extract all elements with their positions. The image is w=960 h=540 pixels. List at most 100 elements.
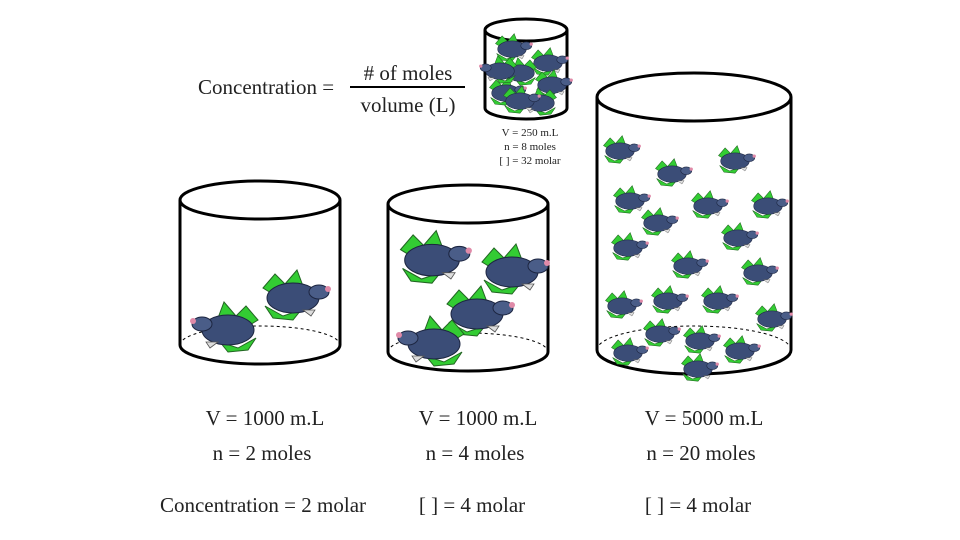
mole-nose [725, 199, 729, 203]
mole-head [308, 284, 330, 300]
mole-claw [744, 357, 753, 362]
right-volume: V = 5000 m.L [645, 406, 764, 430]
mole-claw [626, 312, 635, 317]
mole-head [560, 77, 573, 86]
mole-nose [479, 64, 483, 68]
small-volume: V = 250 m.L [502, 127, 559, 139]
mole-claw [634, 207, 643, 212]
mole-leaf [656, 178, 678, 187]
mole-nose [685, 294, 689, 298]
mole-claw [556, 91, 565, 96]
mole-nose [637, 144, 641, 148]
mole-claw [524, 107, 533, 112]
mole-icon [701, 285, 739, 314]
mole-nose [645, 241, 649, 245]
mole-claw [520, 283, 535, 291]
mole-icon [741, 257, 779, 286]
mole-leaf [402, 268, 442, 284]
mole-head [708, 333, 721, 342]
small-moles: n = 8 moles [504, 141, 556, 153]
mole-nose [757, 344, 761, 348]
middle-concentration: [ ] = 4 molar [419, 493, 525, 517]
mole-nose [715, 362, 719, 366]
mole-leaf [682, 373, 704, 382]
mole-nose [523, 86, 527, 90]
beaker-left [178, 179, 342, 366]
formula-left: Concentration = [198, 75, 334, 99]
mole-icon [503, 85, 541, 114]
mole-icon [611, 232, 649, 261]
right-moles: n = 20 moles [646, 441, 755, 465]
mole-head [191, 316, 213, 332]
mole-icon [613, 185, 651, 214]
mole-claw [772, 212, 781, 217]
mole-nose [775, 266, 779, 270]
mole-head [726, 293, 739, 302]
mole-nose [325, 286, 331, 292]
mole-nose [677, 327, 681, 331]
mole-nose [569, 78, 573, 82]
mole-head [680, 166, 693, 175]
beaker-middle [386, 183, 550, 373]
mole-icon [396, 315, 465, 367]
mole-head [638, 193, 651, 202]
mole-icon [479, 55, 517, 84]
mole-nose [717, 334, 721, 338]
right-concentration: [ ] = 4 molar [645, 493, 751, 517]
mole-head [448, 245, 471, 262]
mole-icon [605, 290, 643, 319]
mole-leaf [684, 345, 706, 354]
small-concentration: [ ] = 32 molar [499, 155, 561, 167]
small-beaker [483, 17, 569, 121]
mole-leaf [604, 155, 626, 164]
middle-volume: V = 1000 m.L [419, 406, 538, 430]
mole-icon [683, 325, 721, 354]
mole-claw [301, 309, 316, 317]
mole-leaf [702, 305, 724, 314]
mole-head [556, 55, 569, 64]
mole-leaf [752, 210, 774, 219]
mole-head [766, 265, 779, 274]
mole-head [780, 311, 793, 320]
mole-head [528, 93, 541, 102]
mole-nose [752, 154, 756, 158]
mole-claw [516, 55, 525, 60]
mole-icon [611, 337, 649, 366]
mole-icon [681, 353, 719, 382]
mole-nose [565, 56, 569, 60]
mole-nose [647, 194, 651, 198]
mole-nose [544, 260, 550, 266]
mole-nose [396, 332, 402, 338]
mole-nose [675, 216, 679, 220]
mole-claw [632, 254, 641, 259]
mole-claw [712, 212, 721, 217]
mole-nose [639, 299, 643, 303]
mole-claw [692, 272, 701, 277]
mole-icon [723, 335, 761, 364]
mole-claw [632, 359, 641, 364]
mole-icon [755, 303, 793, 332]
mole-leaf [652, 305, 674, 314]
mole-nose [190, 318, 196, 324]
mole-icon [262, 269, 331, 321]
mole-head [397, 330, 419, 346]
mole-head [776, 198, 789, 207]
mole-nose [705, 259, 709, 263]
mole-icon [751, 190, 789, 219]
mole-leaf [642, 227, 664, 236]
mole-leaf [692, 210, 714, 219]
mole-nose [529, 42, 533, 46]
mole-leaf [494, 75, 516, 84]
moles [190, 33, 793, 382]
mole-leaf [424, 351, 463, 367]
mole-head [748, 343, 761, 352]
formula-denominator: volume (L) [360, 93, 455, 117]
mole-leaf [483, 279, 522, 295]
mole-head [628, 143, 641, 152]
mole-leaf [742, 277, 764, 286]
mole-icon [481, 243, 550, 295]
mole-nose [509, 302, 515, 308]
left-volume: V = 1000 m.L [206, 406, 325, 430]
mole-icon [190, 301, 259, 353]
mole-head [520, 41, 533, 50]
